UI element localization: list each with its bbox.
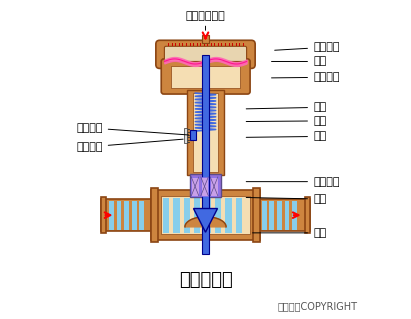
Text: 膜片: 膜片 xyxy=(272,56,326,66)
Bar xyxy=(253,188,260,242)
Bar xyxy=(187,90,224,175)
Text: 弹簧: 弹簧 xyxy=(246,102,326,112)
Bar xyxy=(277,201,282,230)
Polygon shape xyxy=(194,209,217,232)
Bar xyxy=(163,198,169,233)
Bar xyxy=(201,177,208,196)
FancyBboxPatch shape xyxy=(161,59,250,94)
Bar xyxy=(225,198,232,233)
Polygon shape xyxy=(185,217,226,227)
Text: 东方仿真COPYRIGHT: 东方仿真COPYRIGHT xyxy=(277,301,357,311)
Bar xyxy=(190,130,196,140)
Bar xyxy=(184,198,190,233)
Bar xyxy=(305,197,310,233)
Text: 行程刻度: 行程刻度 xyxy=(76,139,183,152)
Bar xyxy=(184,128,187,143)
Bar xyxy=(173,198,180,233)
Bar xyxy=(269,201,274,230)
Text: 推杆: 推杆 xyxy=(246,116,326,126)
Bar xyxy=(292,201,297,230)
FancyBboxPatch shape xyxy=(164,46,247,62)
Bar xyxy=(215,198,221,233)
Text: 膜室上腔: 膜室上腔 xyxy=(275,42,339,52)
Bar xyxy=(151,188,158,242)
Bar xyxy=(260,199,310,231)
Text: 气动薄膜阀: 气动薄膜阀 xyxy=(179,271,232,289)
Bar xyxy=(284,201,289,230)
Bar xyxy=(101,199,151,231)
Bar xyxy=(101,197,106,233)
Bar xyxy=(236,198,242,233)
Bar xyxy=(202,35,209,43)
Bar xyxy=(171,66,240,88)
Text: 压力信号入口: 压力信号入口 xyxy=(186,11,225,30)
Bar xyxy=(139,201,144,230)
Bar xyxy=(190,174,221,197)
Bar xyxy=(205,198,211,233)
Bar xyxy=(262,201,266,230)
Bar xyxy=(109,201,114,230)
Text: 阀杆: 阀杆 xyxy=(246,131,326,141)
Bar xyxy=(161,196,250,234)
Text: 密封填料: 密封填料 xyxy=(246,177,339,187)
Text: 膜室下腔: 膜室下腔 xyxy=(272,72,339,82)
Bar xyxy=(194,198,201,233)
Bar xyxy=(124,201,129,230)
Bar xyxy=(151,189,260,240)
Bar xyxy=(194,93,217,172)
Bar xyxy=(210,177,218,196)
Bar xyxy=(202,55,209,254)
Text: 阀座: 阀座 xyxy=(252,228,326,238)
Bar xyxy=(191,177,199,196)
Text: 阀芯: 阀芯 xyxy=(246,194,326,204)
Bar xyxy=(117,201,121,230)
Text: 行程指针: 行程指针 xyxy=(76,123,189,135)
FancyBboxPatch shape xyxy=(156,40,255,69)
Bar xyxy=(132,201,136,230)
